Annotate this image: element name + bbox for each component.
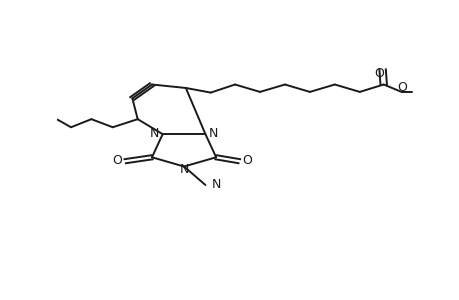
Text: N: N (179, 164, 189, 176)
Text: O: O (373, 67, 383, 80)
Text: N: N (211, 178, 220, 191)
Text: N: N (208, 127, 218, 140)
Text: O: O (242, 154, 252, 167)
Text: O: O (112, 154, 122, 167)
Text: O: O (397, 81, 406, 94)
Text: N: N (150, 127, 159, 140)
